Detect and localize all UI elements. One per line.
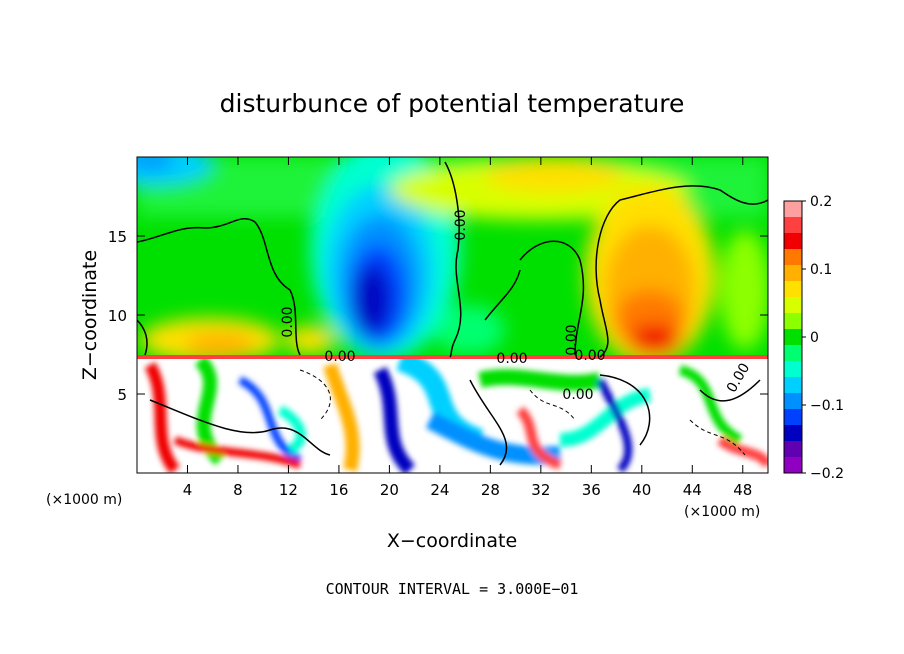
colorbar-swatch [784,393,802,410]
contour-label: 0.00 [496,351,527,367]
y-tick-label: 10 [108,307,127,325]
y-tick-label: 15 [108,228,127,246]
chart-title: disturbunce of potential temperature [220,89,685,118]
contour-label: 0.00 [574,348,605,364]
colorbar-tick-label: −0.1 [810,398,844,414]
contour-label: 0.00 [562,387,593,403]
x-tick-label: 24 [430,481,449,499]
colorbar-swatch [784,297,802,314]
x-tick-label: 32 [531,481,550,499]
x-tick-label: 8 [233,481,243,499]
x-tick-label: 12 [279,481,298,499]
x-tick-label: 20 [380,481,399,499]
y-tick-label: 5 [117,386,127,404]
colorbar-swatch [784,329,802,346]
y-axis-label: Z−coordinate [79,250,101,380]
x-tick-label: 16 [329,481,348,499]
contour-interval-note: CONTOUR INTERVAL = 3.000E−01 [326,580,579,598]
contour-lines [137,161,768,466]
x-tick-label: 40 [632,481,651,499]
contour-label: 0.00 [564,324,580,355]
colorbar-swatch [784,281,802,298]
heatmap-field [137,157,768,473]
colorbar-swatch [784,201,802,218]
colorbar-swatch [784,441,802,458]
x-tick-label: 4 [183,481,193,499]
colorbar-swatch [784,409,802,426]
contour-label: 0.00 [453,209,469,240]
x-axis-label: X−coordinate [387,530,517,552]
x-tick-label: 48 [733,481,752,499]
colorbar-tick-label: −0.2 [810,466,844,482]
x-unit-label: (×1000 m) [684,504,760,520]
colorbar-swatch [784,457,802,474]
colorbar-swatch [784,313,802,330]
colorbar: 0.2 0.1 0 −0.1 −0.2 [783,194,844,482]
colorbar-swatch [784,345,802,362]
colorbar-tick-label: 0 [810,330,819,346]
colorbar-swatch [784,265,802,282]
colorbar-swatch [784,249,802,266]
colorbar-swatch [784,377,802,394]
colorbar-tick-label: 0.2 [810,194,832,210]
colorbar-swatch [784,425,802,442]
y-unit-label: (×1000 m) [46,492,122,508]
x-tick-label: 28 [481,481,500,499]
x-tick-label: 44 [683,481,702,499]
colorbar-tick-label: 0.1 [810,262,832,278]
colorbar-swatch [784,361,802,378]
contour-label: 0.00 [324,349,355,365]
x-tick-label: 36 [582,481,601,499]
contour-label: 0.00 [280,306,296,337]
colorbar-swatch [784,217,802,234]
colorbar-swatch [784,233,802,250]
